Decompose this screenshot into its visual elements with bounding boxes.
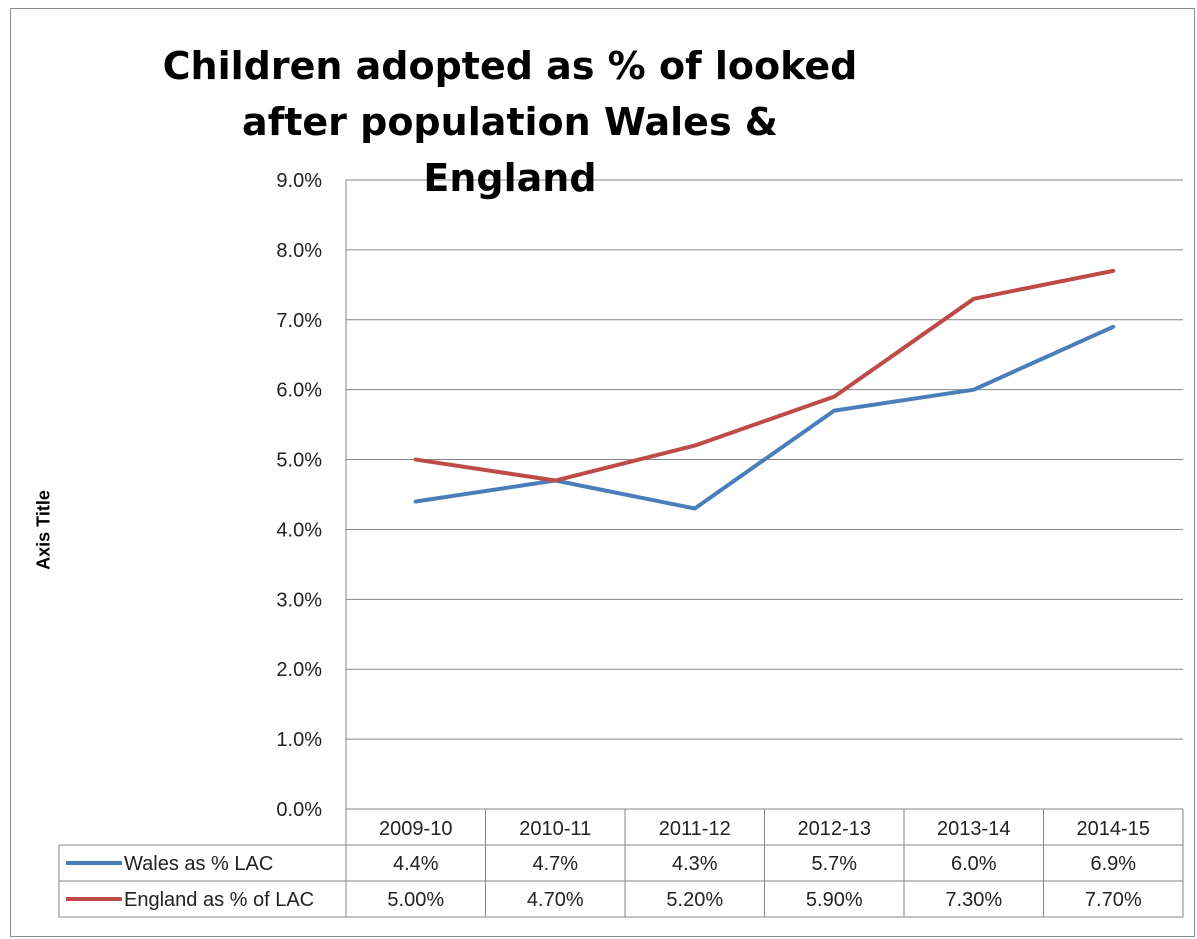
- data-table-cell: 5.20%: [666, 889, 723, 911]
- series-line: [413, 324, 1116, 511]
- data-table-cell: 6.9%: [1090, 853, 1136, 875]
- chart-frame: [10, 8, 1195, 937]
- chart-title: Children adopted as % of looked after po…: [162, 44, 858, 200]
- x-tick-label: 2012-13: [798, 818, 871, 840]
- data-table-cell: 4.3%: [672, 853, 718, 875]
- data-table-cell: 4.7%: [532, 853, 578, 875]
- x-tick-label: 2013-14: [937, 818, 1010, 840]
- y-tick-label: 5.0%: [276, 450, 322, 472]
- y-tick-label: 7.0%: [276, 310, 322, 332]
- x-tick-label: 2011-12: [659, 818, 731, 840]
- data-table-cell: 4.70%: [527, 889, 584, 911]
- series-line: [413, 268, 1116, 483]
- data-table-cell: 5.00%: [387, 889, 444, 911]
- data-table-cell: 5.7%: [811, 853, 857, 875]
- y-axis-label: Axis Title: [33, 490, 54, 570]
- y-tick-label: 0.0%: [276, 799, 322, 821]
- data-table-cell: 7.30%: [945, 889, 1002, 911]
- data-table-cell: 7.70%: [1085, 889, 1142, 911]
- y-tick-label: 2.0%: [276, 659, 322, 681]
- y-tick-label: 4.0%: [276, 519, 322, 541]
- legend-label: Wales as % LAC: [124, 853, 273, 875]
- data-table-cell: 4.4%: [393, 853, 439, 875]
- data-table-cell: 5.90%: [806, 889, 863, 911]
- legend-label: England as % of LAC: [124, 889, 314, 911]
- y-tick-label: 3.0%: [276, 589, 322, 611]
- y-tick-label: 6.0%: [276, 380, 322, 402]
- y-tick-label: 1.0%: [276, 729, 322, 751]
- x-tick-label: 2009-10: [379, 818, 452, 840]
- y-tick-label: 9.0%: [276, 170, 322, 192]
- data-table-cell: 6.0%: [951, 853, 997, 875]
- x-tick-label: 2014-15: [1077, 818, 1150, 840]
- x-tick-label: 2010-11: [519, 818, 591, 840]
- y-tick-label: 8.0%: [276, 240, 322, 262]
